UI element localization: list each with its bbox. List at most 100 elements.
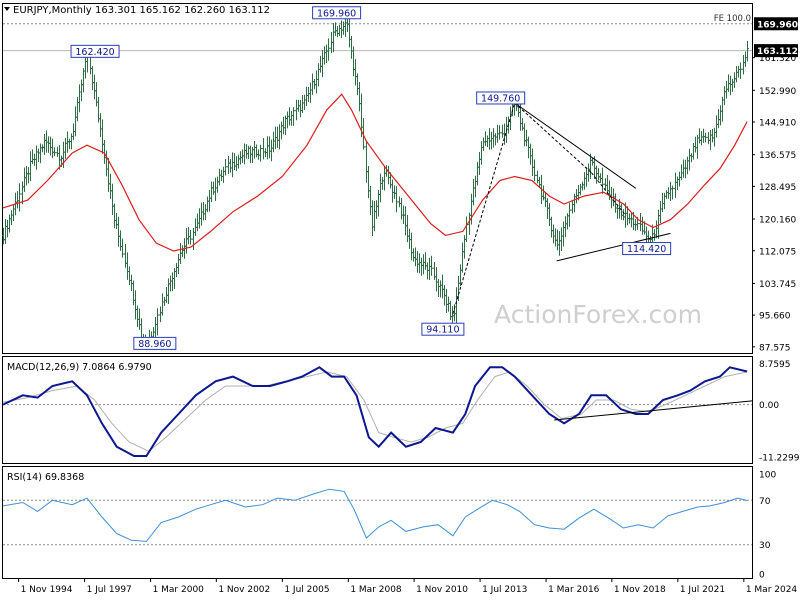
- projection-dashed-line-2: [514, 102, 592, 173]
- price-level-label-text: 162.420: [75, 47, 114, 58]
- top-level-price-tag-bg: [754, 17, 798, 31]
- price-level-label-box: [622, 242, 672, 256]
- price-bar: [121, 238, 124, 258]
- price-level-label-text: 88.960: [138, 339, 171, 350]
- moving-average-line: [2, 93, 748, 252]
- time-axis-tick-label: 1 Jul 2013: [482, 585, 527, 595]
- price-axis-tick-label: 136.575: [759, 151, 796, 161]
- price-level-label-box: [133, 336, 177, 350]
- price-level-label-box: [70, 44, 120, 58]
- time-axis-tick-label: 1 Mar 2000: [153, 585, 205, 595]
- price-bar: [362, 117, 365, 150]
- projection-dashed-line-3: [590, 172, 627, 217]
- time-axis-tick-label: 1 Nov 2018: [614, 585, 666, 595]
- price-level-label: 114.420: [622, 242, 672, 256]
- price-level-label-box: [312, 6, 362, 20]
- price-bar: [568, 202, 571, 227]
- current-price-tag: 163.112: [757, 47, 798, 57]
- time-axis-tick-label: 1 Jul 2021: [680, 585, 725, 595]
- time-axis-tick-label: 1 Jul 1997: [87, 585, 132, 595]
- macd-axis-tick-label: -11.2299: [759, 454, 800, 464]
- price-bar: [533, 159, 536, 182]
- price-level-label-box: [476, 91, 526, 105]
- price-level-label-text: 94.110: [426, 325, 459, 336]
- rsi-axis-tick-label: 100: [759, 471, 776, 481]
- price-axis: 161.320 152.990 144.910 136.575 128.495 120.1…: [752, 17, 798, 353]
- top-level-price-tag: 169.960: [757, 20, 798, 30]
- price-level-label: 94.110: [421, 322, 465, 336]
- price-bar: [156, 308, 159, 336]
- price-bar: [18, 183, 21, 212]
- current-price-tag-bg: [754, 44, 798, 58]
- price-axis-tick-label: 87.575: [759, 343, 791, 353]
- rsi-gridlines: [3, 499, 752, 546]
- price-bar: [671, 185, 674, 200]
- watermark: ActionForex.com: [494, 300, 702, 329]
- price-axis-tick-label: 161.320: [759, 54, 796, 64]
- rsi-title: RSI(14) 69.8368: [7, 472, 84, 483]
- upper-triangle-trendline: [514, 102, 637, 189]
- time-axis-tick-label: 1 Jul 2005: [284, 585, 329, 595]
- time-axis-tick-label: 1 Mar 2016: [548, 585, 600, 595]
- price-bar: [498, 125, 501, 140]
- price-axis-tick-label: 95.660: [759, 312, 791, 322]
- ohlc-readout: 163.301 165.162 162.260 163.112: [95, 5, 270, 16]
- projection-dashed-line-1: [452, 102, 516, 314]
- price-level-label-text: 169.960: [317, 8, 356, 19]
- macd-trendline: [554, 400, 753, 421]
- price-level-label-box: [421, 322, 465, 336]
- time-axis-tick-label: 1 Mar 2008: [350, 585, 402, 595]
- price-axis-tick-label: 112.075: [759, 247, 796, 257]
- macd-axis: 8.7595 0.00 -11.2299: [759, 360, 800, 463]
- macd-panel-frame: [2, 356, 753, 464]
- time-axis-tick-label: 1 Nov 2010: [416, 585, 468, 595]
- price-level-label: 88.960: [133, 336, 177, 350]
- price-bar: [395, 186, 398, 213]
- price-level-label-text: 149.760: [481, 93, 520, 104]
- fe-label: FE 100.0: [714, 14, 751, 24]
- price-bar: [292, 107, 295, 126]
- rsi-axis-tick-label: 30: [759, 541, 771, 551]
- price-bar: [601, 167, 604, 194]
- price-bar: [704, 132, 707, 143]
- price-trendlines: [452, 102, 671, 314]
- price-bar: [224, 159, 227, 176]
- macd-title: MACD(12,26,9) 7.0864 6.9790: [7, 362, 152, 373]
- price-bar: [327, 38, 330, 61]
- price-bar: [259, 144, 262, 162]
- price-level-label: 162.420: [70, 44, 120, 58]
- price-axis-tick-label: 103.745: [759, 280, 796, 290]
- price-bar: [189, 229, 192, 245]
- price-annotations: 169.960 162.420 149.760 114.420 94.110 88.960…: [70, 6, 751, 350]
- macd-signal-line: [2, 371, 748, 452]
- price-axis-tick-label: 144.910: [759, 118, 796, 128]
- price-bar: [739, 62, 742, 79]
- macd-axis-tick-label: 0.00: [759, 401, 779, 411]
- price-level-label-text: 114.420: [627, 244, 666, 255]
- price-bar: [746, 40, 749, 62]
- time-axis: 1 Nov 1994 1 Jul 1997 1 Mar 2000 1 Nov 2002…: [18, 578, 798, 595]
- price-level-label: 149.760: [476, 91, 526, 105]
- rsi-axis-tick-label: 0: [759, 571, 765, 581]
- price-bar: [53, 147, 56, 157]
- rsi-axis: 100 70 30 0: [759, 471, 776, 581]
- price-level-label: 169.960: [312, 6, 362, 20]
- time-axis-tick-label: 1 Nov 2002: [218, 585, 270, 595]
- lower-triangle-trendline: [556, 232, 671, 262]
- price-axis-tick-label: 120.160: [759, 216, 796, 226]
- price-axis-tick-label: 152.990: [759, 87, 796, 97]
- time-axis-tick-label: 1 Mar 2024: [746, 585, 798, 595]
- price-bars: [2, 13, 749, 349]
- symbol-label: EURJPY,Monthly: [13, 5, 92, 16]
- macd-axis-tick-label: 8.7595: [759, 360, 791, 370]
- time-axis-tick-label: 1 Nov 1994: [21, 585, 73, 595]
- rsi-line: [2, 488, 748, 542]
- price-axis-tick-label: 128.495: [759, 183, 796, 193]
- price-bar: [430, 255, 433, 276]
- price-panel-frame: [2, 3, 753, 354]
- rsi-panel-frame: [2, 466, 753, 579]
- symbol-dropdown-icon[interactable]: [4, 7, 10, 11]
- rsi-axis-tick-label: 70: [759, 497, 771, 507]
- price-gridlines: [3, 23, 752, 52]
